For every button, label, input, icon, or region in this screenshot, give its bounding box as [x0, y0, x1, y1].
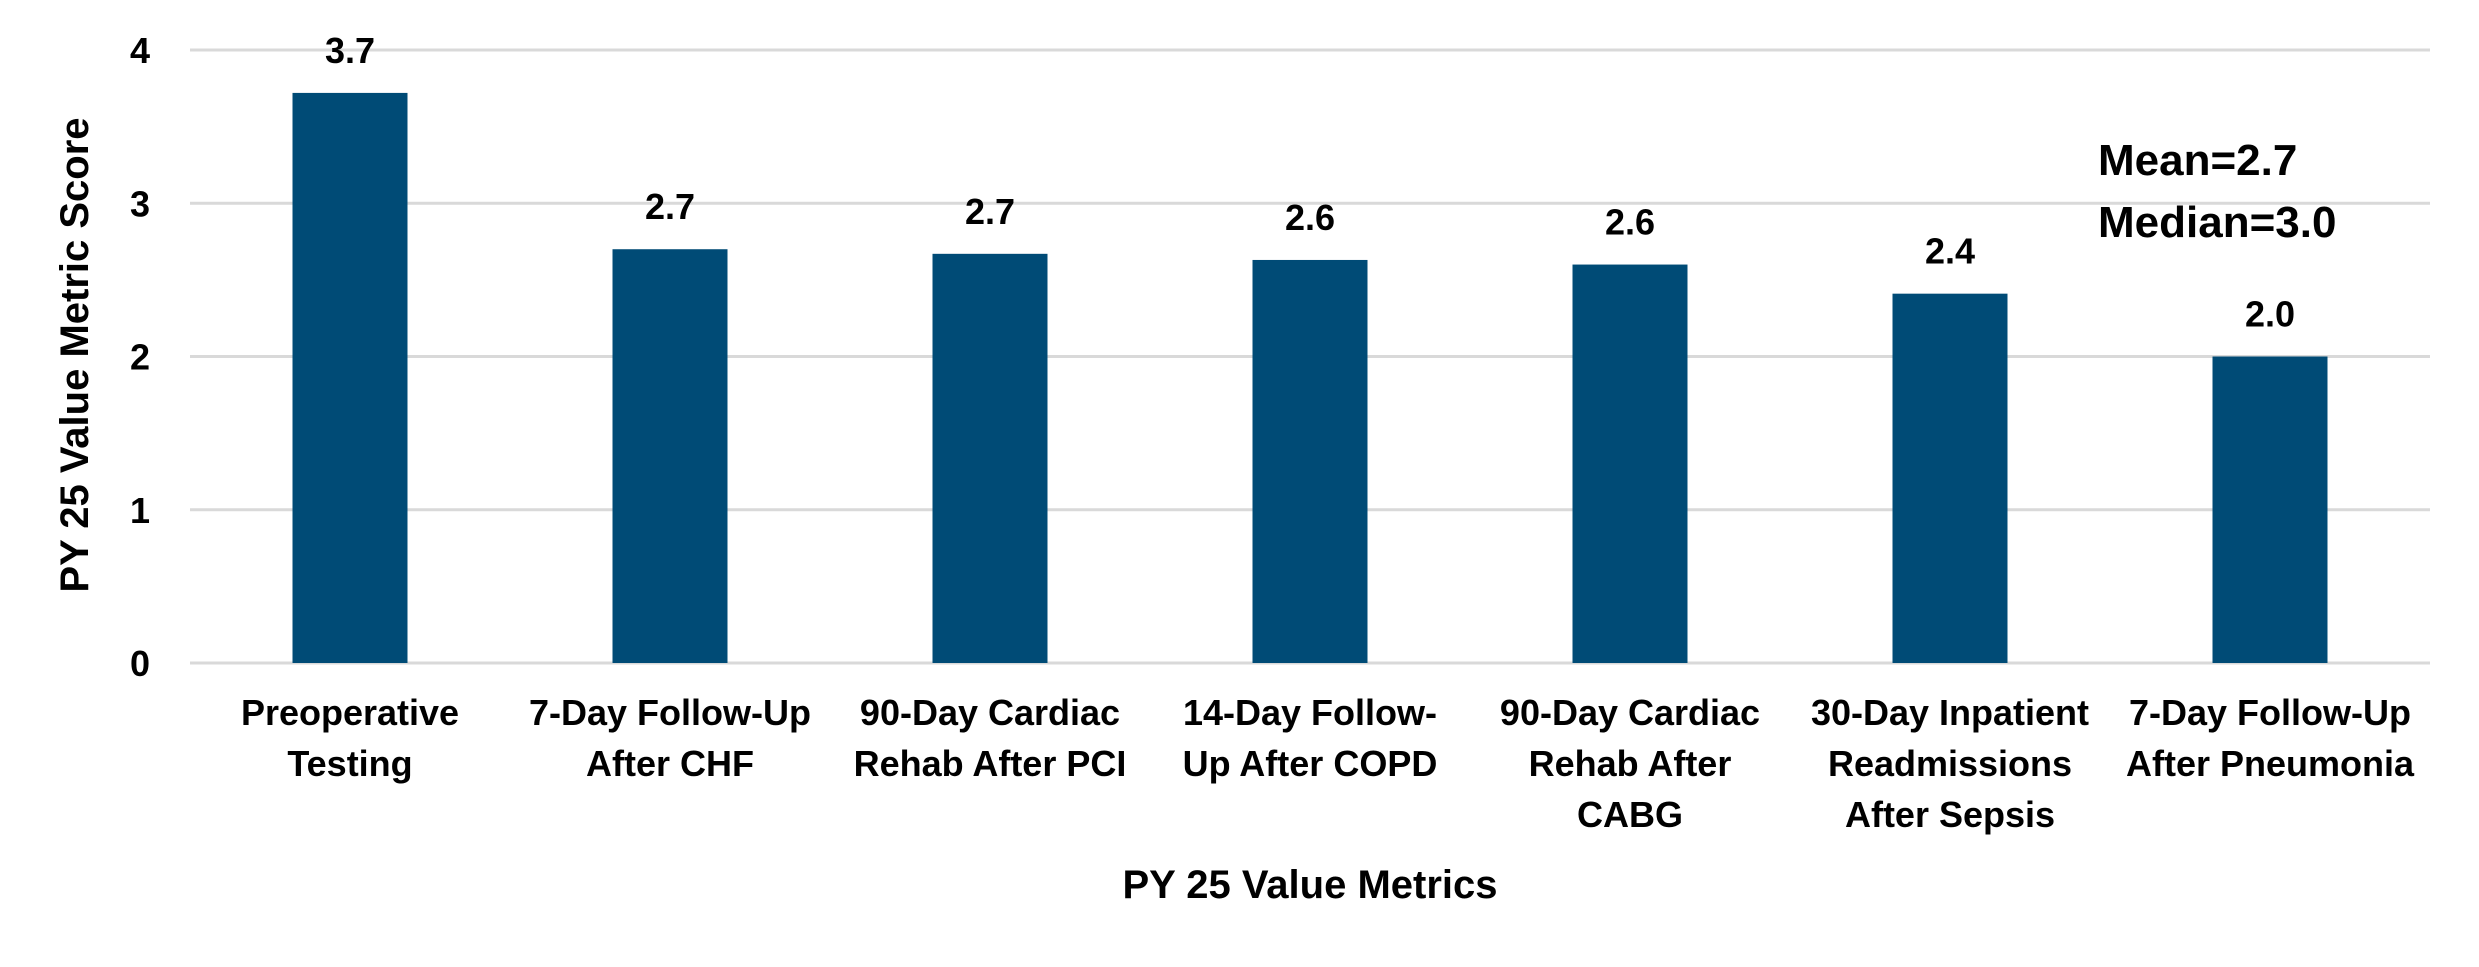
x-category-label-line: Up After COPD [1183, 743, 1438, 784]
bar [2212, 356, 2328, 663]
mean-annotation: Mean=2.7 [2098, 136, 2297, 185]
x-category-label-line: After Pneumonia [2126, 743, 2415, 784]
x-category-label-line: 14-Day Follow- [1183, 692, 1437, 733]
x-axis-categories: Preoperative Testing 7-Day Follow-Up After … [241, 692, 2415, 835]
x-category-label: 7-Day Follow-Up After CHF [529, 692, 811, 784]
x-category-label-line: 90-Day Cardiac [860, 692, 1120, 733]
x-category-label-line: 90-Day Cardiac [1500, 692, 1760, 733]
x-category-label-line: Testing [287, 743, 412, 784]
x-category-label-line: After CHF [586, 743, 754, 784]
y-tick-label: 0 [130, 643, 150, 684]
y-tick-label: 4 [130, 30, 150, 71]
x-category-label: 7-Day Follow-Up After Pneumonia [2126, 692, 2415, 784]
median-annotation: Median=3.0 [2098, 198, 2336, 247]
bars [292, 92, 2328, 663]
x-category-label: 90-Day Cardiac Rehab After CABG [1500, 692, 1760, 835]
y-tick-label: 3 [130, 183, 150, 224]
data-label: 3.7 [325, 30, 375, 71]
x-category-label-line: Rehab After [1529, 743, 1732, 784]
data-label: 2.0 [2245, 294, 2295, 335]
x-category-label: 14-Day Follow- Up After COPD [1183, 692, 1438, 784]
y-tick-label: 1 [130, 490, 150, 531]
data-label: 2.7 [965, 191, 1015, 232]
x-category-label-line: 7-Day Follow-Up [2129, 692, 2411, 733]
data-label: 2.6 [1605, 202, 1655, 243]
x-category-label-line: Rehab After PCI [854, 743, 1127, 784]
data-label: 2.7 [645, 186, 695, 227]
x-category-label: 90-Day Cardiac Rehab After PCI [854, 692, 1127, 784]
data-label: 2.4 [1925, 231, 1975, 272]
x-category-label: 30-Day Inpatient Readmissions After Sepsis [1811, 692, 2089, 835]
bar [1252, 259, 1368, 663]
x-category-label-line: Preoperative [241, 692, 459, 733]
bar [1892, 293, 2008, 663]
x-axis-title: PY 25 Value Metrics [1122, 863, 1497, 907]
x-category-label-line: 7-Day Follow-Up [529, 692, 811, 733]
bar [1572, 264, 1688, 663]
y-tick-label: 2 [130, 337, 150, 378]
data-label: 2.6 [1285, 197, 1335, 238]
x-category-label-line: CABG [1577, 794, 1683, 835]
y-axis-ticks: 0 1 2 3 4 [130, 30, 150, 684]
bar [932, 253, 1048, 663]
bar [292, 92, 408, 663]
bar [612, 249, 728, 663]
data-labels: 3.7 2.7 2.7 2.6 2.6 2.4 2.0 [325, 30, 2295, 335]
x-category-label-line: Readmissions [1828, 743, 2072, 784]
x-category-label: Preoperative Testing [241, 692, 459, 784]
x-category-label-line: After Sepsis [1845, 794, 2055, 835]
x-category-label-line: 30-Day Inpatient [1811, 692, 2089, 733]
y-axis-title: PY 25 Value Metric Score [53, 117, 97, 592]
